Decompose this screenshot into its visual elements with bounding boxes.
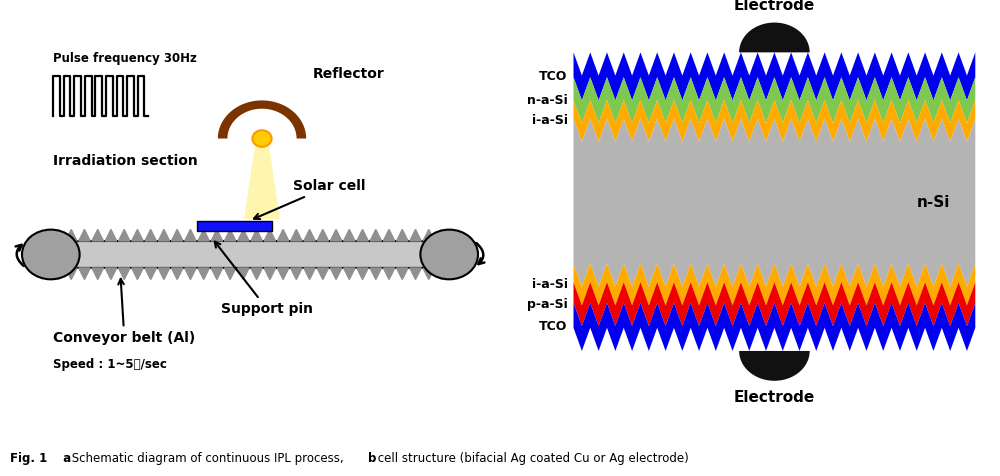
Polygon shape	[574, 77, 975, 123]
Polygon shape	[132, 229, 143, 241]
Polygon shape	[304, 268, 315, 279]
Text: Conveyor belt (Al): Conveyor belt (Al)	[53, 279, 195, 345]
Polygon shape	[574, 100, 975, 142]
Polygon shape	[118, 229, 130, 241]
Polygon shape	[291, 268, 302, 279]
Polygon shape	[198, 268, 209, 279]
Text: i-a-Si: i-a-Si	[532, 114, 568, 128]
Polygon shape	[436, 229, 448, 241]
Text: Pulse frequency 30Hz: Pulse frequency 30Hz	[53, 51, 197, 65]
Polygon shape	[132, 268, 143, 279]
Polygon shape	[251, 268, 262, 279]
Text: Electrode: Electrode	[734, 390, 815, 405]
Polygon shape	[118, 268, 130, 279]
Polygon shape	[92, 268, 103, 279]
Polygon shape	[317, 268, 329, 279]
Polygon shape	[410, 268, 421, 279]
Text: TCO: TCO	[539, 320, 568, 334]
Polygon shape	[344, 268, 355, 279]
Polygon shape	[65, 268, 77, 279]
Polygon shape	[211, 268, 223, 279]
Polygon shape	[423, 268, 435, 279]
Polygon shape	[218, 100, 306, 139]
Polygon shape	[145, 229, 156, 241]
Polygon shape	[291, 229, 302, 241]
Polygon shape	[397, 268, 408, 279]
Polygon shape	[317, 229, 329, 241]
Polygon shape	[264, 268, 276, 279]
Polygon shape	[370, 229, 382, 241]
Polygon shape	[383, 268, 395, 279]
Text: Solar cell: Solar cell	[254, 179, 366, 219]
Polygon shape	[423, 229, 435, 241]
Text: i-a-Si: i-a-Si	[532, 278, 568, 291]
Polygon shape	[105, 268, 117, 279]
Text: Fig. 1: Fig. 1	[10, 452, 47, 465]
Polygon shape	[304, 229, 315, 241]
Polygon shape	[65, 229, 77, 241]
Polygon shape	[79, 268, 90, 279]
Polygon shape	[185, 268, 196, 279]
Polygon shape	[92, 229, 103, 241]
Polygon shape	[79, 229, 90, 241]
Polygon shape	[357, 229, 368, 241]
Text: Irradiation section: Irradiation section	[53, 154, 198, 169]
Polygon shape	[574, 264, 975, 306]
Polygon shape	[330, 229, 342, 241]
Polygon shape	[52, 268, 64, 279]
Polygon shape	[238, 229, 249, 241]
Circle shape	[252, 130, 272, 147]
Polygon shape	[171, 268, 183, 279]
Polygon shape	[185, 229, 196, 241]
Text: a: a	[55, 452, 71, 465]
Text: Schematic diagram of continuous IPL process,: Schematic diagram of continuous IPL proc…	[68, 452, 347, 465]
Polygon shape	[344, 229, 355, 241]
Polygon shape	[224, 229, 236, 241]
Polygon shape	[739, 351, 810, 381]
Polygon shape	[158, 229, 170, 241]
Polygon shape	[264, 229, 276, 241]
FancyBboxPatch shape	[51, 241, 449, 268]
Polygon shape	[244, 147, 280, 219]
Text: n-Si: n-Si	[916, 195, 950, 210]
Polygon shape	[105, 229, 117, 241]
Polygon shape	[211, 229, 223, 241]
Polygon shape	[370, 268, 382, 279]
Polygon shape	[171, 229, 183, 241]
Text: n-a-Si: n-a-Si	[527, 94, 568, 107]
Polygon shape	[277, 229, 289, 241]
Text: p-a-Si: p-a-Si	[527, 298, 568, 311]
Bar	[197, 221, 272, 231]
Polygon shape	[330, 268, 342, 279]
Polygon shape	[52, 229, 64, 241]
Polygon shape	[436, 268, 448, 279]
Polygon shape	[397, 229, 408, 241]
Polygon shape	[145, 268, 156, 279]
Polygon shape	[224, 268, 236, 279]
Polygon shape	[251, 229, 262, 241]
Polygon shape	[410, 229, 421, 241]
Polygon shape	[357, 268, 368, 279]
Text: Support pin: Support pin	[215, 241, 313, 316]
Text: Reflector: Reflector	[312, 67, 384, 81]
Text: cell structure (bifacial Ag coated Cu or Ag electrode): cell structure (bifacial Ag coated Cu or…	[374, 452, 689, 465]
Polygon shape	[277, 268, 289, 279]
Polygon shape	[238, 268, 249, 279]
Polygon shape	[739, 22, 810, 52]
Circle shape	[22, 229, 80, 279]
Text: Speed : 1~5㎧/sec: Speed : 1~5㎧/sec	[53, 358, 167, 371]
Polygon shape	[198, 229, 209, 241]
Polygon shape	[574, 119, 975, 287]
Polygon shape	[574, 303, 975, 351]
Text: TCO: TCO	[539, 70, 568, 83]
Polygon shape	[383, 229, 395, 241]
Circle shape	[420, 229, 478, 279]
Text: Electrode: Electrode	[734, 0, 815, 13]
Polygon shape	[158, 268, 170, 279]
Text: b: b	[368, 452, 376, 465]
Polygon shape	[574, 282, 975, 326]
Polygon shape	[574, 52, 975, 100]
